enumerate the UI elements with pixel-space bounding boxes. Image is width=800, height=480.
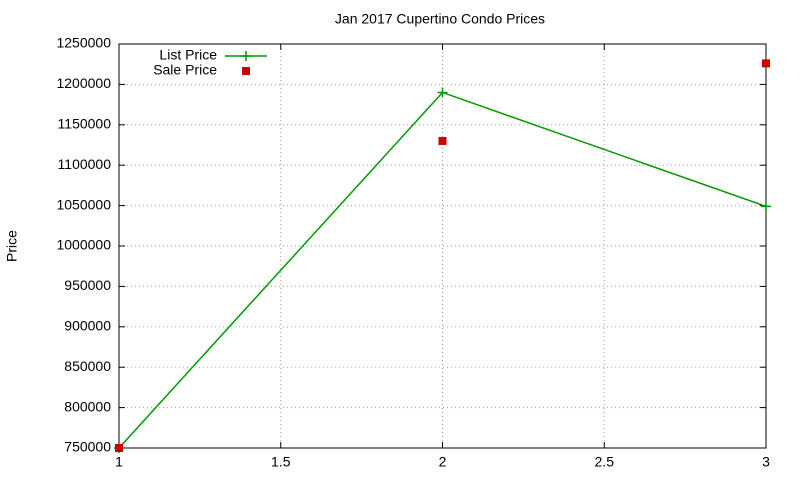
y-tick-label: 900000: [64, 318, 111, 334]
data-point: [761, 201, 771, 212]
y-tick-label: 950000: [64, 277, 111, 293]
x-tick-label: 3: [762, 454, 770, 470]
x-tick-label: 1: [115, 454, 123, 470]
data-point: [438, 136, 447, 145]
legend-label: Sale Price: [153, 62, 217, 78]
y-axis-label: Price: [4, 230, 20, 262]
y-tick-label: 1050000: [56, 196, 111, 212]
x-tick-label: 2.5: [595, 454, 615, 470]
plot-border: [118, 43, 767, 449]
chart-title: Jan 2017 Cupertino Condo Prices: [335, 11, 545, 27]
y-tick-label: 1250000: [56, 35, 111, 51]
x-tick-label: 1.5: [271, 454, 291, 470]
data-point: [762, 59, 770, 68]
y-tick-label: 1100000: [58, 156, 112, 172]
y-tick-label: 750000: [64, 439, 111, 455]
legend-label: List Price: [159, 47, 217, 63]
y-tick-label: 800000: [64, 398, 111, 414]
x-tick-label: 2: [439, 454, 447, 470]
y-tick-label: 1000000: [56, 237, 111, 253]
y-tick-label: 850000: [64, 358, 111, 374]
data-point: [437, 87, 448, 98]
legend-marker: [242, 67, 250, 75]
y-tick-label: 1200000: [56, 75, 111, 91]
legend-marker: [241, 51, 251, 61]
y-tick-label: 1150000: [58, 116, 112, 132]
data-point: [115, 444, 123, 452]
